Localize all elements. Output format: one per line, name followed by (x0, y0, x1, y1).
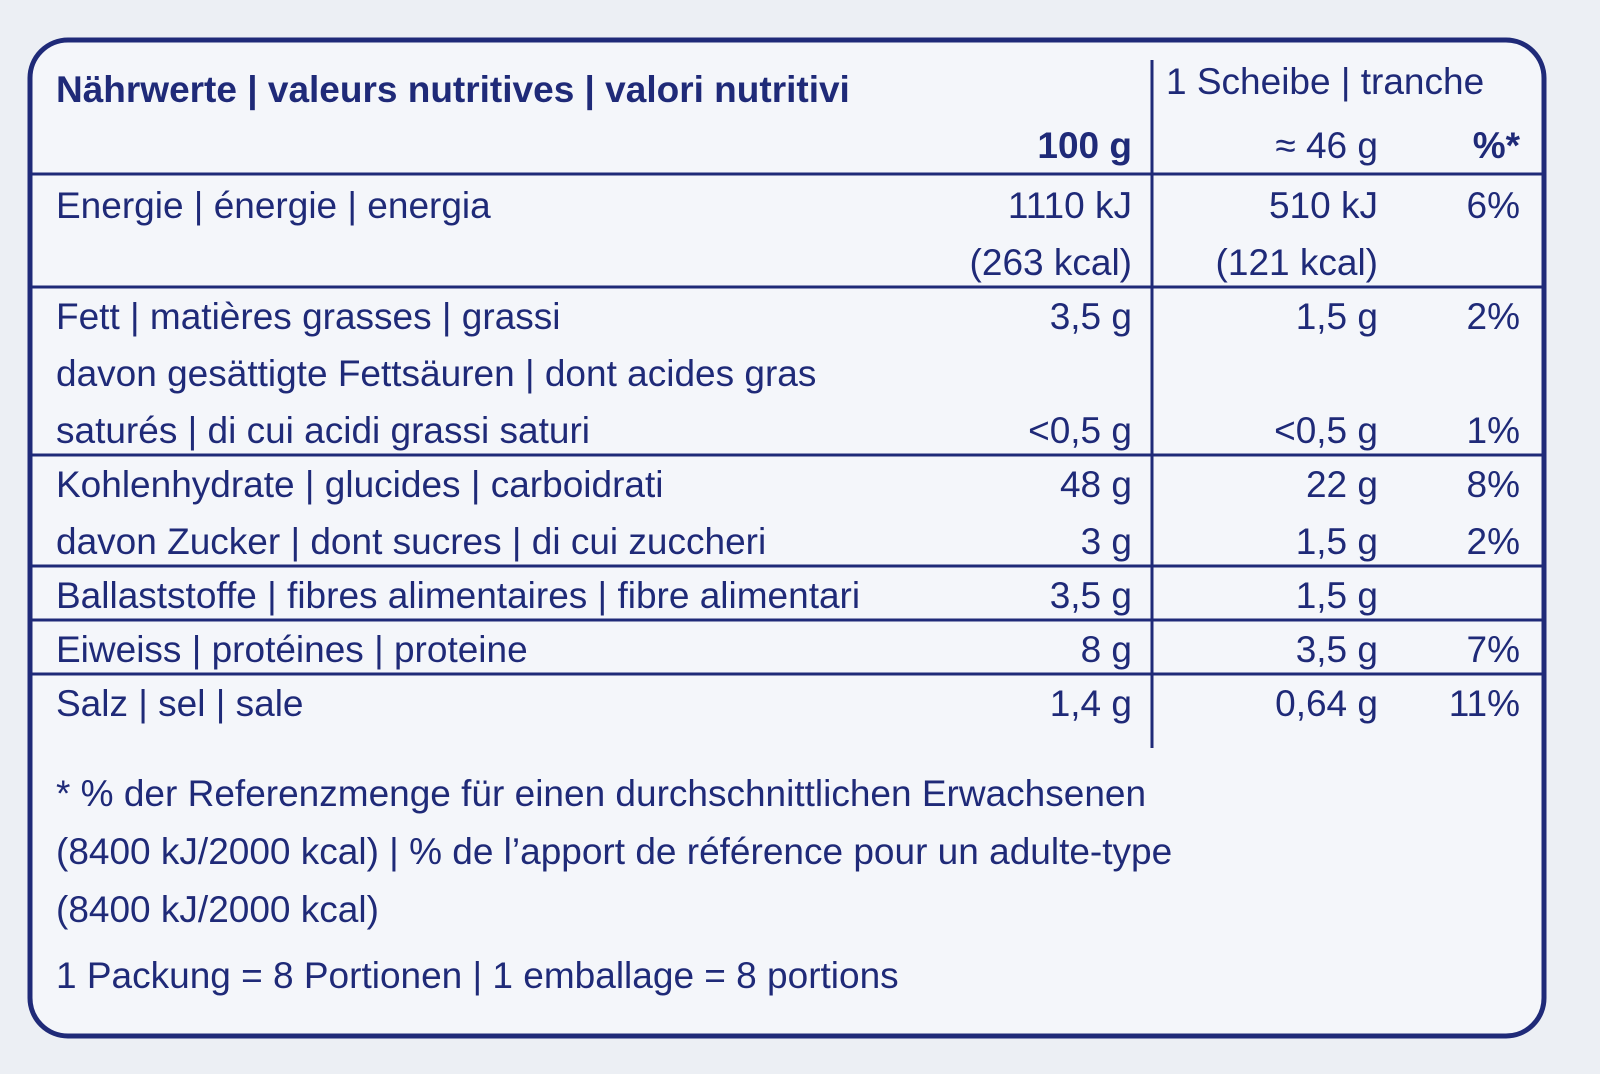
row-label: davon gesättigte Fettsäuren | dont acide… (56, 353, 816, 394)
value: 1110 kJ (1008, 185, 1132, 226)
value: 1% (1467, 410, 1520, 451)
value: 1,5 g (1296, 575, 1378, 616)
row-label: Salz | sel | sale (56, 683, 304, 724)
label-border (27, 37, 1547, 1039)
row-label: davon Zucker | dont sucres | di cui zucc… (56, 521, 766, 562)
value: 3 g (1081, 521, 1132, 562)
serving-title: 1 Scheibe | tranche (1166, 61, 1484, 102)
row-label: Ballaststoffe | fibres alimentaires | fi… (56, 575, 860, 616)
value: 2% (1467, 521, 1520, 562)
row-label: Eiweiss | protéines | proteine (56, 629, 528, 670)
value: 7% (1467, 629, 1520, 670)
packaging: 1 Packung = 8 Portionen | 1 emballage = … (56, 955, 899, 996)
value: (263 kcal) (970, 242, 1132, 283)
value: 22 g (1306, 464, 1378, 505)
row-label: Kohlenhydrate | glucides | carboidrati (56, 464, 663, 505)
title: Nährwerte | valeurs nutritives | valori … (56, 69, 850, 111)
row-label: Fett | matières grasses | grassi (56, 296, 561, 337)
value: 3,5 g (1050, 296, 1132, 337)
footnote: (8400 kJ/2000 kcal) | % de l’apport de r… (56, 831, 1172, 872)
value: 3,5 g (1296, 629, 1378, 670)
value: <0,5 g (1028, 410, 1132, 451)
col-serving: ≈ 46 g (1275, 125, 1378, 166)
footnote: (8400 kJ/2000 kcal) (56, 889, 379, 930)
row-label: saturés | di cui acidi grassi saturi (56, 410, 590, 451)
value: <0,5 g (1274, 410, 1378, 451)
col-100g: 100 g (1037, 125, 1132, 166)
row-label: Energie | énergie | energia (56, 185, 491, 226)
value: 510 kJ (1269, 185, 1378, 226)
value: 1,4 g (1050, 683, 1132, 724)
value: (121 kcal) (1216, 242, 1378, 283)
footnote: * % der Referenzmenge für einen durchsch… (56, 773, 1146, 814)
value: 8% (1467, 464, 1520, 505)
value: 11% (1449, 683, 1520, 724)
value: 2% (1467, 296, 1520, 337)
col-percent: %* (1473, 125, 1521, 166)
value: 0,64 g (1275, 683, 1378, 724)
value: 48 g (1060, 464, 1132, 505)
value: 6% (1467, 185, 1520, 226)
value: 1,5 g (1296, 521, 1378, 562)
value: 8 g (1081, 629, 1132, 670)
value: 1,5 g (1296, 296, 1378, 337)
value: 3,5 g (1050, 575, 1132, 616)
